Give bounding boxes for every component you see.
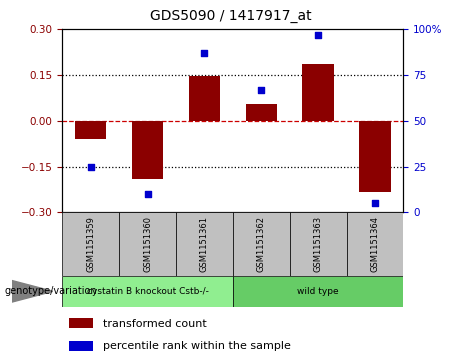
- FancyBboxPatch shape: [290, 212, 347, 276]
- Text: GSM1151362: GSM1151362: [257, 216, 266, 272]
- Bar: [132, 121, 163, 179]
- Text: GSM1151360: GSM1151360: [143, 216, 152, 272]
- FancyBboxPatch shape: [176, 212, 233, 276]
- Bar: [189, 76, 220, 121]
- FancyBboxPatch shape: [347, 212, 403, 276]
- Text: percentile rank within the sample: percentile rank within the sample: [103, 341, 291, 351]
- Text: cystatin B knockout Cstb-/-: cystatin B knockout Cstb-/-: [87, 287, 208, 296]
- Bar: [359, 121, 390, 192]
- Text: wild type: wild type: [297, 287, 339, 296]
- Text: GSM1151363: GSM1151363: [313, 216, 323, 272]
- FancyBboxPatch shape: [233, 276, 403, 307]
- Text: GSM1151359: GSM1151359: [86, 216, 95, 272]
- Polygon shape: [12, 280, 53, 302]
- Text: transformed count: transformed count: [103, 319, 207, 329]
- Point: [371, 200, 378, 206]
- Text: GDS5090 / 1417917_at: GDS5090 / 1417917_at: [150, 9, 311, 23]
- FancyBboxPatch shape: [62, 276, 233, 307]
- Text: genotype/variation: genotype/variation: [5, 286, 97, 296]
- Point: [87, 164, 95, 170]
- Point: [144, 191, 151, 197]
- Text: GSM1151364: GSM1151364: [371, 216, 379, 272]
- Point: [314, 32, 322, 37]
- FancyBboxPatch shape: [233, 212, 290, 276]
- Text: GSM1151361: GSM1151361: [200, 216, 209, 272]
- Point: [201, 50, 208, 56]
- FancyBboxPatch shape: [119, 212, 176, 276]
- Point: [258, 87, 265, 93]
- Bar: [302, 64, 334, 121]
- Bar: [75, 121, 106, 139]
- Bar: [69, 340, 93, 351]
- Bar: [246, 104, 277, 121]
- Bar: [69, 318, 93, 329]
- FancyBboxPatch shape: [62, 212, 119, 276]
